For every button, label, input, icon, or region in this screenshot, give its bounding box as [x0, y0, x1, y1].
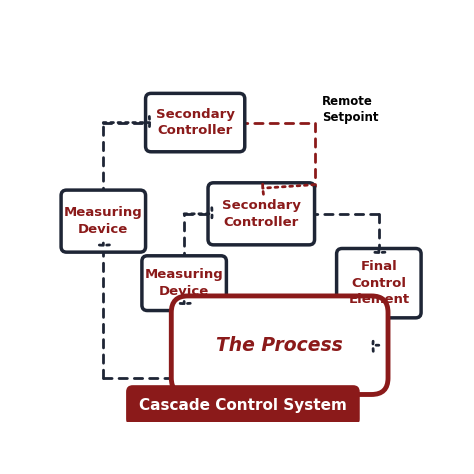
FancyBboxPatch shape: [208, 183, 315, 245]
FancyBboxPatch shape: [337, 248, 421, 318]
FancyBboxPatch shape: [61, 190, 146, 252]
Text: Final
Control
Element: Final Control Element: [348, 260, 410, 306]
Text: The Process: The Process: [216, 336, 343, 355]
Text: Cascade Control System: Cascade Control System: [139, 398, 347, 413]
Text: Measuring
Device: Measuring Device: [145, 268, 224, 298]
Text: Secondary
Controller: Secondary Controller: [222, 199, 301, 228]
FancyBboxPatch shape: [126, 385, 360, 426]
Text: Secondary
Controller: Secondary Controller: [156, 108, 235, 137]
Text: Remote
Setpoint: Remote Setpoint: [322, 95, 378, 124]
Text: Measuring
Device: Measuring Device: [64, 206, 143, 236]
FancyBboxPatch shape: [142, 256, 227, 310]
FancyBboxPatch shape: [171, 296, 388, 394]
FancyBboxPatch shape: [146, 93, 245, 152]
